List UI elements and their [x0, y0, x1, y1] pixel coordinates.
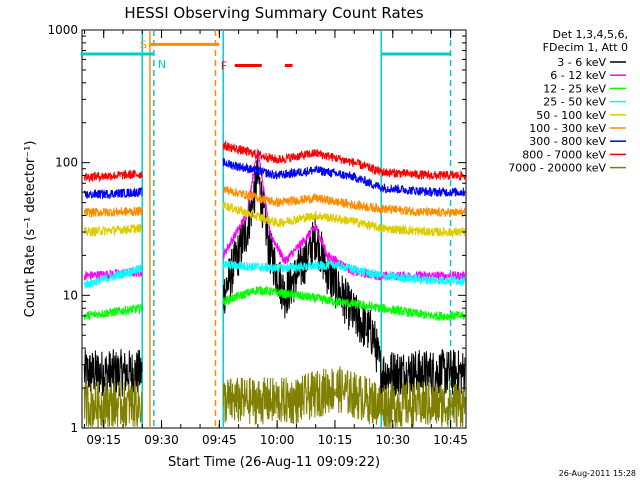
state-flags: SN F	[80, 38, 451, 73]
flag-label: N	[158, 58, 166, 71]
x-axis-label: Start Time (26-Aug-11 09:09:22)	[168, 455, 380, 470]
x-tick-label: 10:45	[433, 433, 468, 447]
series-line	[83, 380, 143, 428]
series-line	[222, 185, 466, 218]
series-line	[222, 285, 466, 322]
y-tick-label: 1	[70, 421, 78, 435]
series-line	[222, 260, 466, 287]
series-line	[83, 206, 143, 218]
series-line	[83, 264, 143, 289]
flag-label: S	[140, 38, 147, 51]
chart-title: HESSI Observing Summary Count Rates	[124, 4, 423, 22]
x-tick-label: 10:00	[260, 433, 295, 447]
legend-entry: 800 - 7000 keV	[522, 148, 606, 161]
series-line	[83, 349, 143, 397]
y-tick-label: 10	[63, 288, 78, 302]
y-tick-label: 100	[55, 156, 78, 170]
x-tick-label: 09:30	[144, 433, 179, 447]
series-line	[83, 186, 143, 200]
flag-label: F	[221, 60, 227, 73]
series-line	[83, 303, 143, 321]
series-line	[222, 139, 466, 182]
legend-entry: 3 - 6 keV	[557, 56, 606, 69]
legend-entry: 12 - 25 keV	[543, 82, 606, 95]
x-tick-label: 10:15	[318, 433, 353, 447]
y-axis-label: Count Rate (s⁻¹ detector⁻¹)	[23, 141, 38, 318]
series-line	[222, 201, 466, 238]
legend-header: Det 1,3,4,5,6,	[552, 28, 628, 41]
legend-entry: 100 - 300 keV	[529, 122, 606, 135]
legend-entry: 300 - 800 keV	[529, 135, 606, 148]
series-line	[222, 366, 466, 427]
series-line	[222, 153, 466, 399]
axes: 1 10 100 1000 09:15 09:30 09:45 10:00 10:15 10:30…	[47, 23, 467, 447]
series-line	[83, 169, 143, 183]
x-tick-label: 09:15	[86, 433, 121, 447]
series-line	[83, 223, 143, 237]
series-line	[222, 158, 466, 197]
series-lines	[83, 139, 466, 428]
legend-entry: 50 - 100 keV	[536, 109, 606, 122]
legend-header: FDecim 1, Att 0	[543, 41, 628, 54]
y-tick-label: 1000	[47, 23, 78, 37]
legend-entry: 7000 - 20000 keV	[508, 162, 606, 175]
footer-timestamp: 26-Aug-2011 15:28	[559, 469, 636, 478]
plot-area	[81, 29, 467, 429]
legend: Det 1,3,4,5,6,FDecim 1, Att 0 3 - 6 keV6 …	[508, 28, 628, 175]
legend-entry: 6 - 12 keV	[550, 69, 606, 82]
x-tick-label: 09:45	[202, 433, 237, 447]
legend-entry: 25 - 50 keV	[543, 96, 606, 109]
x-tick-label: 10:30	[375, 433, 410, 447]
